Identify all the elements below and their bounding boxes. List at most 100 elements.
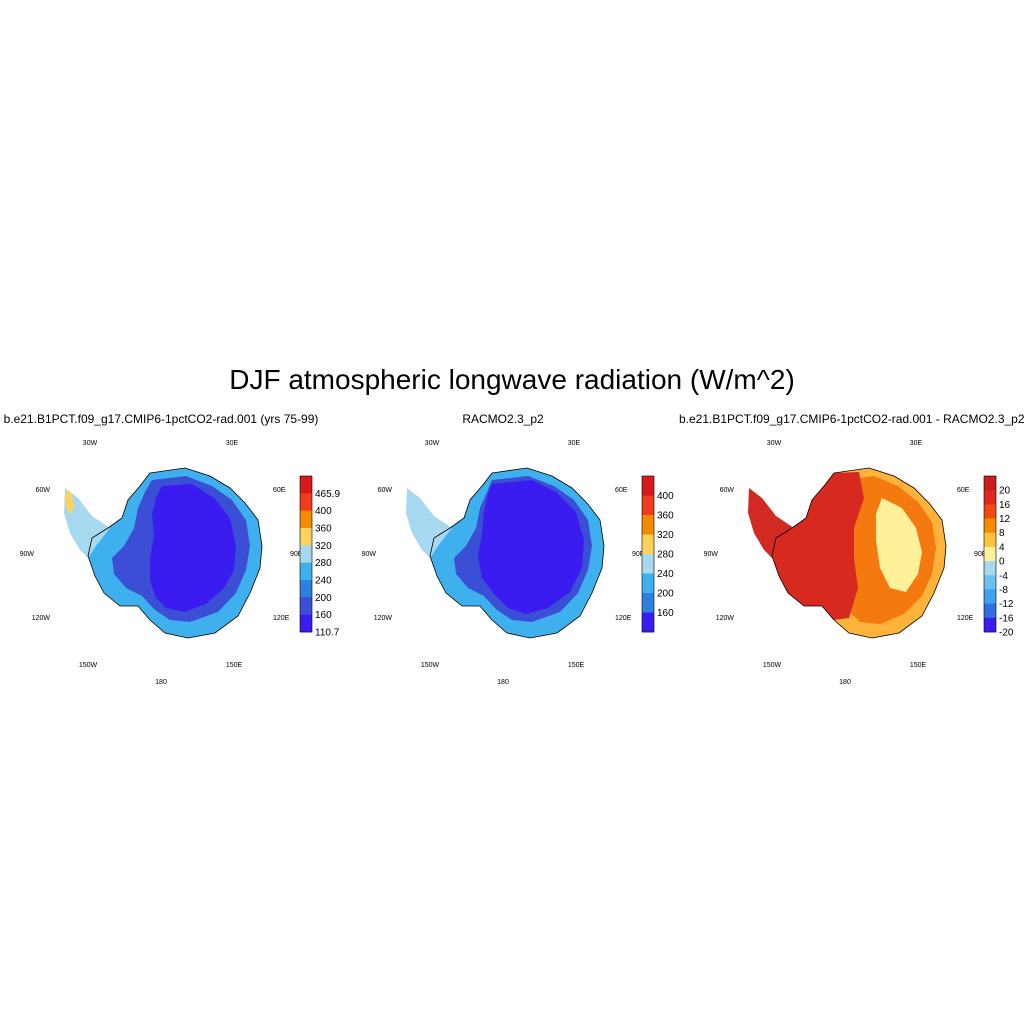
lon-label-30e: 30E: [226, 440, 239, 447]
lon-label-120w: 120W: [716, 615, 735, 622]
landmass-pale: [876, 498, 922, 592]
colorbar-label: 12: [999, 514, 1011, 525]
colorbar-swatch: [642, 573, 654, 594]
lon-label-180: 180: [497, 679, 509, 686]
map-panel-obs: RACMO2.3_p2 30W 30E 60W 60E 90W 90E 120W…: [342, 408, 684, 688]
colorbar-label: 400: [315, 506, 332, 517]
lon-label-120e: 120E: [273, 615, 290, 622]
colorbar-swatch: [984, 617, 996, 633]
lon-label-60e: 60E: [615, 487, 628, 494]
map-panel-diff: b.e21.B1PCT.f09_g17.CMIP6-1pctCO2-rad.00…: [679, 408, 1024, 688]
colorbar-label: 200: [657, 589, 674, 600]
landmass-peninsula: [406, 488, 452, 558]
colorbar-swatch: [300, 476, 312, 494]
lon-label-60e: 60E: [273, 487, 286, 494]
lon-label-90e: 90E: [632, 551, 645, 558]
colorbar: 20 16 12 8 4 0 -4 -8 -12 -16 -20: [983, 475, 1014, 639]
lon-label-180: 180: [839, 679, 851, 686]
colorbar-label: 110.7: [315, 628, 340, 639]
lon-label-150w: 150W: [763, 662, 782, 669]
colorbar-label: -4: [999, 571, 1008, 582]
colorbar-swatch: [300, 580, 312, 598]
colorbar-swatch: [984, 546, 996, 562]
lon-label-90w: 90W: [20, 551, 35, 558]
antarctica-map: 30W 30E 60W 60E 90W 90E 120W 120E 150W 1…: [362, 440, 675, 686]
lon-label-60w: 60W: [720, 487, 735, 494]
colorbar-label: 360: [657, 511, 674, 522]
colorbar-swatch: [300, 562, 312, 581]
colorbar-swatch: [642, 612, 654, 633]
colorbar-label: -20: [999, 628, 1014, 639]
colorbar-label: 320: [657, 530, 674, 541]
colorbar-label: 465.9: [315, 489, 340, 500]
colorbar-label: 240: [657, 569, 674, 580]
colorbar-swatch: [984, 589, 996, 604]
colorbar-swatch: [984, 603, 996, 619]
colorbar-frame: [299, 475, 313, 633]
lon-label-60e: 60E: [957, 487, 970, 494]
lon-label-150e: 150E: [568, 662, 585, 669]
antarctica-landmass: [64, 467, 263, 639]
colorbar-swatch: [642, 593, 654, 613]
lon-label-30e: 30E: [910, 440, 923, 447]
colorbar-label: 320: [315, 541, 332, 552]
figure-title: DJF atmospheric longwave radiation (W/m^…: [229, 364, 795, 395]
panel-title: b.e21.B1PCT.f09_g17.CMIP6-1pctCO2-rad.00…: [3, 412, 319, 426]
lon-label-90w: 90W: [362, 551, 377, 558]
colorbar: 400 360 320 280 240 200 160: [641, 475, 674, 633]
lon-label-30w: 30W: [83, 440, 98, 447]
colorbar-swatch: [642, 554, 654, 574]
colorbar-swatch: [300, 528, 312, 546]
colorbar: 465.9 400 360 320 280 240 200 160 110.7: [299, 475, 340, 639]
panel-title: RACMO2.3_p2: [462, 412, 544, 426]
colorbar-swatch: [984, 490, 996, 505]
colorbar-label: 280: [657, 550, 674, 561]
colorbar-label: -16: [999, 613, 1014, 624]
colorbar-label: 160: [657, 608, 674, 619]
colorbar-swatch: [300, 510, 312, 529]
colorbar-label: 8: [999, 528, 1005, 539]
lon-label-180: 180: [155, 679, 167, 686]
colorbar-swatch: [984, 504, 996, 519]
lon-label-30w: 30W: [767, 440, 782, 447]
lon-label-120w: 120W: [374, 615, 393, 622]
lon-label-150e: 150E: [910, 662, 927, 669]
colorbar-label: 280: [315, 558, 332, 569]
colorbar-swatch: [642, 495, 654, 516]
map-panel-model: b.e21.B1PCT.f09_g17.CMIP6-1pctCO2-rad.00…: [0, 408, 342, 688]
peninsula-tip: [65, 490, 74, 514]
colorbar-swatch: [300, 493, 312, 511]
antarctica-map: 30W 30E 60W 60E 90W 90E 120W 120E 150W 1…: [20, 440, 341, 686]
colorbar-swatch: [984, 561, 996, 576]
lon-label-60w: 60W: [36, 487, 51, 494]
colorbar-swatch: [642, 534, 654, 555]
lon-label-120e: 120E: [957, 615, 974, 622]
colorbar-label: 0: [999, 557, 1005, 568]
colorbar-label: 20: [999, 486, 1011, 497]
colorbar-swatch: [300, 545, 312, 563]
lon-label-120e: 120E: [615, 615, 632, 622]
colorbar-label: 16: [999, 500, 1011, 511]
colorbar-label: -12: [999, 599, 1014, 610]
lon-label-90w: 90W: [704, 551, 719, 558]
landmass-core: [478, 480, 584, 614]
lon-label-90e: 90E: [290, 551, 303, 558]
colorbar-frame: [983, 475, 997, 633]
landmass-core: [150, 484, 236, 612]
landmass-peninsula: [64, 488, 110, 558]
colorbar-label: 160: [315, 610, 332, 621]
lon-label-150e: 150E: [226, 662, 243, 669]
coastline: [87, 467, 263, 639]
colorbar-label: 240: [315, 576, 332, 587]
antarctica-map: 30W 30E 60W 60E 90W 90E 120W 120E 150W 1…: [704, 440, 1014, 686]
colorbar-swatch: [984, 518, 996, 534]
lon-label-90e: 90E: [974, 551, 987, 558]
antarctica-landmass: [406, 467, 605, 639]
lon-label-30w: 30W: [425, 440, 440, 447]
colorbar-frame: [641, 475, 655, 633]
colorbar-label: 360: [315, 524, 332, 535]
colorbar-swatch: [642, 515, 654, 535]
lon-label-30e: 30E: [568, 440, 581, 447]
coastline: [429, 467, 605, 639]
colorbar-swatch: [300, 597, 312, 615]
